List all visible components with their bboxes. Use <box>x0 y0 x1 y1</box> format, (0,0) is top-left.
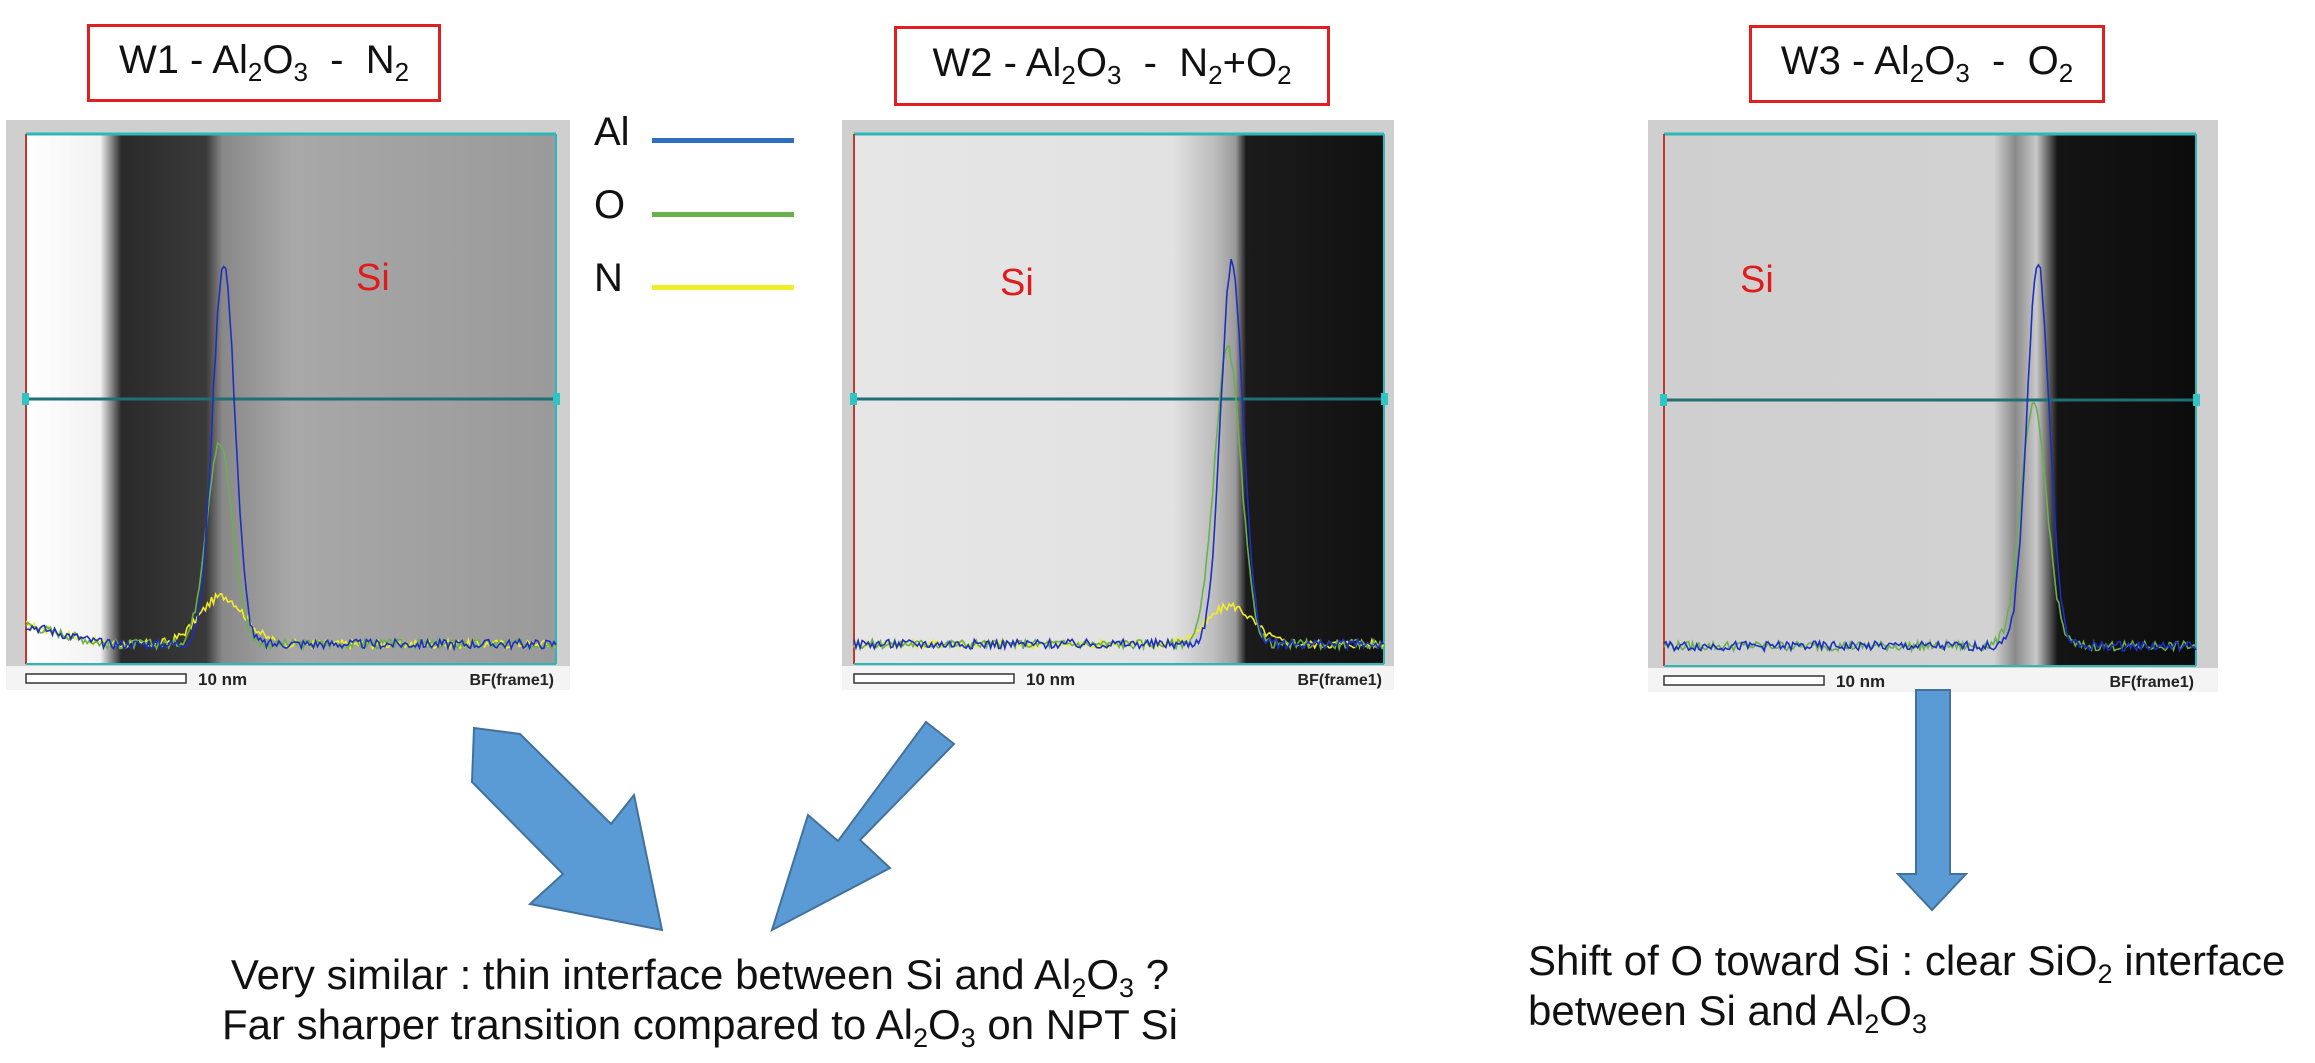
w3-scan-handle-right <box>2193 394 2200 406</box>
w2-frame-label: BF(frame1) <box>1298 672 1382 689</box>
caption-left-line2: Far sharper transition compared to Al2O3… <box>180 1000 1220 1063</box>
w1-image: Si 10 nm BF(frame1) <box>6 120 570 690</box>
w1-scale-bar <box>26 674 186 683</box>
w2-title: W2 - Al2O3 - N2+O2 <box>894 26 1330 106</box>
w2-scale-bar <box>854 674 1014 683</box>
w3-title: W3 - Al2O3 - O2 <box>1749 25 2105 103</box>
legend-al-line <box>652 138 794 143</box>
w1-scale-label: 10 nm <box>198 670 247 689</box>
arrow-w2-icon <box>772 722 954 930</box>
legend-n-line <box>652 285 794 290</box>
w3-title-text: W3 - Al2O3 - O2 <box>1781 39 2073 89</box>
w2-scan-handle-right <box>1381 393 1388 405</box>
w2-panel: Si 10 nm BF(frame1) <box>842 120 1394 690</box>
w2-region-label: Si <box>1000 262 1034 304</box>
caption-right-line2: between Si and Al2O3 <box>1528 986 1927 1049</box>
w3-scan-handle-left <box>1660 394 1667 406</box>
legend-n-label: N <box>594 256 623 301</box>
w2-scale-label: 10 nm <box>1026 670 1075 689</box>
w2-image: Si 10 nm BF(frame1) <box>842 120 1394 690</box>
w3-scale-bar <box>1664 676 1824 685</box>
w2-scan-handle-left <box>850 393 857 405</box>
legend-al-label: Al <box>594 110 630 155</box>
arrow-w1-icon <box>472 728 662 930</box>
w2-title-text: W2 - Al2O3 - N2+O2 <box>932 41 1291 91</box>
w1-title: W1 - Al2O3 - N2 <box>87 24 441 102</box>
w1-title-text: W1 - Al2O3 - N2 <box>119 38 409 88</box>
w1-panel: Si 10 nm BF(frame1) <box>6 120 570 690</box>
legend-o-label: O <box>594 183 625 228</box>
w1-scan-handle-right <box>553 393 560 405</box>
w3-panel: Si 10 nm BF(frame1) <box>1648 120 2218 692</box>
w1-scan-handle-left <box>22 393 29 405</box>
w3-frame-label: BF(frame1) <box>2110 674 2194 691</box>
legend-o-line <box>652 212 794 217</box>
w1-region-label: Si <box>356 257 390 299</box>
w3-region-label: Si <box>1740 259 1774 301</box>
w1-frame-label: BF(frame1) <box>470 672 554 689</box>
w3-image: Si 10 nm BF(frame1) <box>1648 120 2218 692</box>
w3-scale-label: 10 nm <box>1836 672 1885 691</box>
arrow-w3-icon <box>1898 690 1966 910</box>
